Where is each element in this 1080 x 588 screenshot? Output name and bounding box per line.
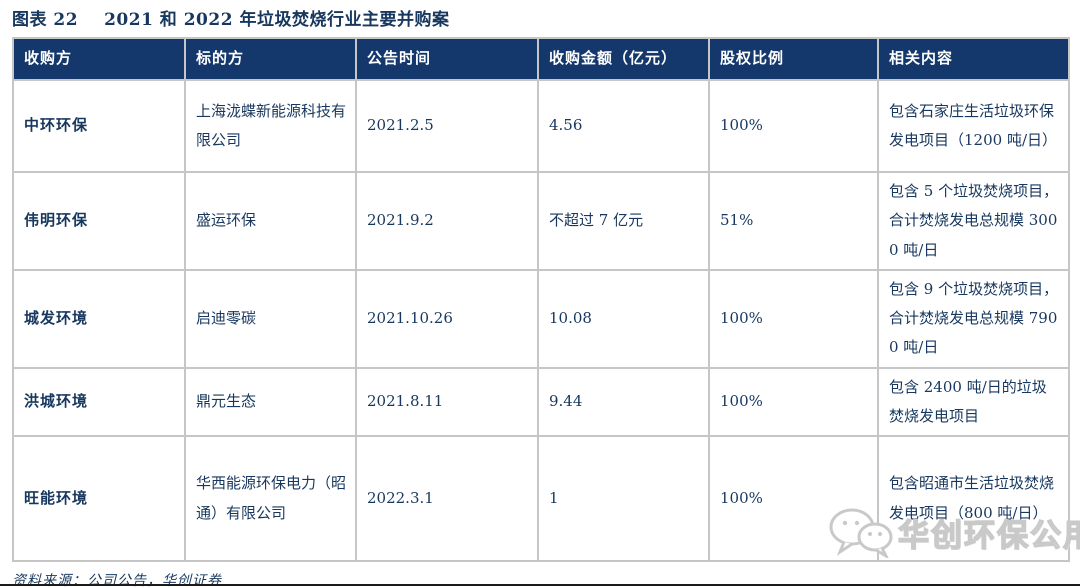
cell-details: 包含石家庄生活垃圾环保发电项目（1200 吨/日） [877,79,1070,173]
column-header-target: 标的方 [184,37,357,81]
cell-acquirer: 伟明环保 [12,171,186,271]
table-row: 伟明环保 盛运环保 2021.9.2 不超过 7 亿元 51% 包含 5 个垃圾焚烧项目，… [12,171,1070,271]
bottom-divider [0,584,1080,586]
cell-announce_date: 2021.9.2 [355,171,539,271]
cell-announce_date: 2022.3.1 [355,435,539,562]
mna-table: 收购方 标的方 公告时间 收购金额（亿元） 股权比例 相关内容 中环环保 上海泷蝶新能源科技… [12,37,1070,562]
table-row: 旺能环境 华西能源环保电力（昭通）有限公司 2022.3.1 1 100% 包含昭通市生活… [12,435,1070,562]
column-header-announce_date: 公告时间 [355,37,539,81]
figure-title-text: 2021 和 2022 年垃圾焚烧行业主要并购案 [104,10,450,30]
cell-equity_ratio: 100% [708,268,879,369]
cell-equity_ratio: 51% [708,171,879,271]
table-row: 中环环保 上海泷蝶新能源科技有限公司 2021.2.5 4.56 100% 包含石家庄生活… [12,79,1070,173]
cell-acquirer: 洪城环境 [12,366,186,437]
cell-equity_ratio: 100% [708,79,879,173]
table-row: 洪城环境 鼎元生态 2021.8.11 9.44 100% 包含 2400 吨/日的垃圾焚… [12,366,1070,437]
cell-details: 包含 2400 吨/日的垃圾焚烧发电项目 [877,366,1070,437]
cell-amount: 9.44 [537,366,710,437]
cell-acquirer: 中环环保 [12,79,186,173]
cell-target: 华西能源环保电力（昭通）有限公司 [184,435,357,562]
cell-acquirer: 旺能环境 [12,435,186,562]
table-row: 城发环境 启迪零碳 2021.10.26 10.08 100% 包含 9 个垃圾焚烧项目，… [12,268,1070,369]
cell-target: 盛运环保 [184,171,357,271]
cell-target: 鼎元生态 [184,366,357,437]
cell-target: 启迪零碳 [184,268,357,369]
table-body: 中环环保 上海泷蝶新能源科技有限公司 2021.2.5 4.56 100% 包含石家庄生活… [12,79,1070,562]
cell-amount: 1 [537,435,710,562]
cell-details: 包含 5 个垃圾焚烧项目，合计焚烧发电总规模 3000 吨/日 [877,171,1070,271]
column-header-acquirer: 收购方 [12,37,186,81]
column-header-details: 相关内容 [877,37,1070,81]
column-header-amount: 收购金额（亿元） [537,37,710,81]
cell-amount: 10.08 [537,268,710,369]
cell-acquirer: 城发环境 [12,268,186,369]
figure-title: 图表 22 2021 和 2022 年垃圾焚烧行业主要并购案 [12,8,1068,32]
cell-target: 上海泷蝶新能源科技有限公司 [184,79,357,173]
cell-announce_date: 2021.8.11 [355,366,539,437]
cell-equity_ratio: 100% [708,435,879,562]
table-header-row: 收购方 标的方 公告时间 收购金额（亿元） 股权比例 相关内容 [12,37,1070,81]
cell-announce_date: 2021.2.5 [355,79,539,173]
cell-announce_date: 2021.10.26 [355,268,539,369]
cell-details: 包含 9 个垃圾焚烧项目，合计焚烧发电总规模 7900 吨/日 [877,268,1070,369]
cell-amount: 4.56 [537,79,710,173]
cell-equity_ratio: 100% [708,366,879,437]
cell-details: 包含昭通市生活垃圾焚烧发电项目（800 吨/日） [877,435,1070,562]
cell-amount: 不超过 7 亿元 [537,171,710,271]
column-header-equity_ratio: 股权比例 [708,37,879,81]
figure-number: 图表 22 [12,10,79,30]
